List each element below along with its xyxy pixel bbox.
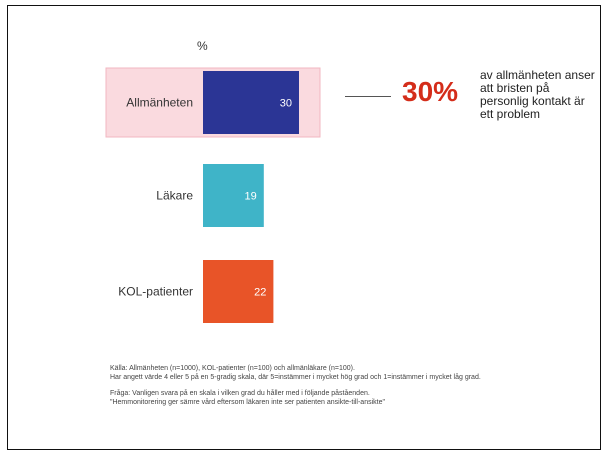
bar-2 xyxy=(203,164,264,227)
bar-1 xyxy=(203,71,299,134)
footnote-question-2: "Hemmonitorering ger sämre vård eftersom… xyxy=(110,399,385,406)
footnote-question-1: Fråga: Vanligen svara på en skala i vilk… xyxy=(110,390,370,397)
value-label-3: 22 xyxy=(254,287,266,299)
footnote-source-2: Har angett värde 4 eller 5 på en 5-gradi… xyxy=(110,374,481,381)
callout-connector-line xyxy=(345,96,391,97)
value-label-2: 19 xyxy=(245,191,257,203)
callout-text: av allmänheten anser att bristen på pers… xyxy=(480,68,595,121)
bar-3 xyxy=(203,260,274,323)
category-label-1: Allmänheten xyxy=(126,96,193,110)
footnote-source-1: Källa: Allmänheten (n=1000), KOL-patient… xyxy=(110,365,355,372)
category-label-3: KOL-patienter xyxy=(118,285,193,299)
value-label-1: 30 xyxy=(280,98,292,110)
category-label-2: Läkare xyxy=(156,189,193,203)
unit-label: % xyxy=(197,39,208,53)
callout-value: 30% xyxy=(402,76,459,107)
